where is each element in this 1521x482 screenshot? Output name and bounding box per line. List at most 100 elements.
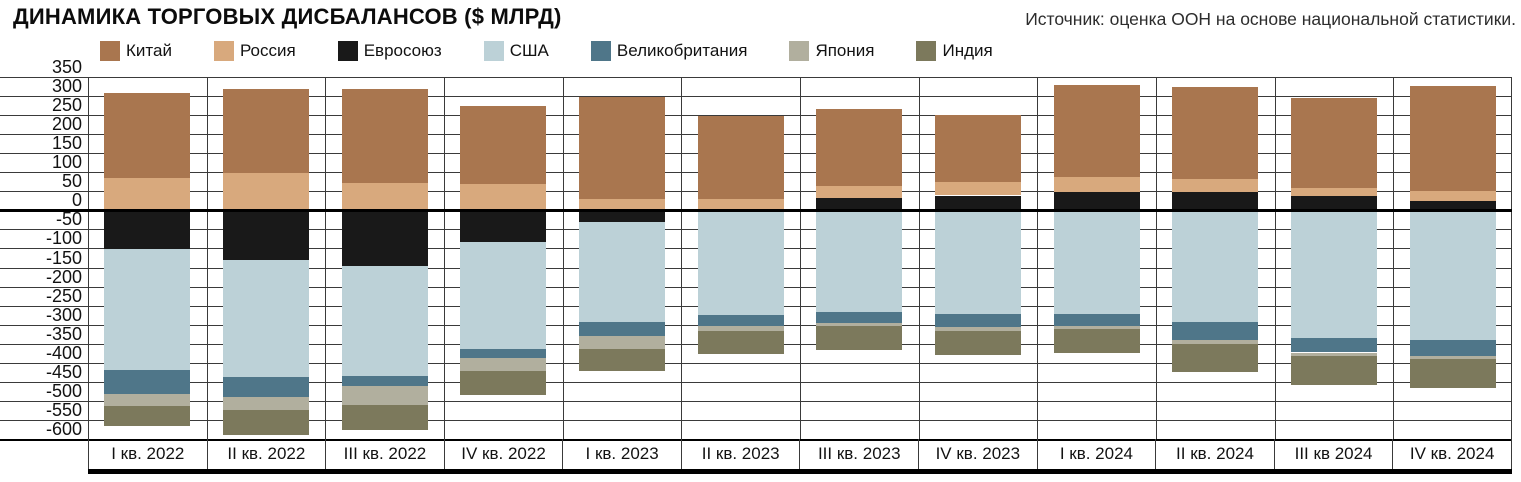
column-separator-6 [800, 77, 801, 439]
bar-segment-eu-q7 [816, 198, 903, 211]
bar-segment-japan-q5 [579, 335, 665, 350]
y-tick-label--550: -550 [45, 399, 82, 420]
bar-segment-china-q10 [1172, 86, 1259, 179]
bar-segment-uk-q7 [816, 312, 903, 324]
bar-segment-uk-q4 [460, 349, 547, 358]
bar-segment-uk-q1 [104, 370, 191, 395]
gridline-300 [0, 96, 1512, 98]
x-tick-cell-1: I кв. 2022 [88, 439, 208, 469]
column-separator-7 [918, 77, 920, 439]
gridline--450 [0, 381, 1512, 383]
y-tick-label--450: -450 [45, 361, 82, 382]
bar-segment-china-q12 [1409, 85, 1496, 191]
bar-segment-usa-q11 [1291, 210, 1377, 339]
bar-segment-usa-q3 [341, 266, 428, 376]
y-tick-label--300: -300 [45, 304, 82, 325]
bar-segment-russia-q4 [460, 184, 547, 211]
bar-segment-uk-q10 [1172, 322, 1259, 340]
chart-title: ДИНАМИКА ТОРГОВЫХ ДИСБАЛАНСОВ ($ МЛРД) [13, 4, 562, 29]
x-tick-cell-10: II кв. 2024 [1156, 439, 1275, 469]
column-separator-3 [444, 77, 445, 439]
x-tick-cell-7: III кв. 2023 [800, 439, 920, 469]
y-tick-label--250: -250 [45, 285, 82, 306]
legend-swatch-uk [590, 41, 611, 61]
column-separator-4 [562, 77, 564, 439]
bar-segment-japan-q9 [1053, 325, 1140, 329]
column-separator-11 [1393, 77, 1395, 439]
bar-segment-uk-q12 [1409, 339, 1496, 356]
legend-label-china: Китай [126, 41, 172, 60]
bar-segment-uk-q2 [223, 376, 309, 398]
bar-segment-japan-q11 [1291, 352, 1377, 356]
bar-segment-eu-q5 [579, 210, 665, 223]
bar-segment-uk-q9 [1053, 314, 1140, 326]
bar-segment-india-q9 [1053, 328, 1140, 353]
bar-segment-eu-q1 [104, 210, 191, 249]
gridline--400 [0, 362, 1512, 364]
y-tick-label-0: 0 [71, 190, 82, 211]
column-separator-12 [1511, 77, 1512, 439]
bar-segment-russia-q9 [1053, 176, 1140, 193]
column-separator-2 [325, 77, 327, 439]
bar-segment-eu-q9 [1053, 192, 1140, 211]
bar-segment-eu-q12 [1409, 201, 1496, 211]
bar-segment-usa-q8 [935, 210, 1021, 315]
column-separator-5 [681, 77, 683, 439]
legend-swatch-eu [337, 41, 358, 61]
gridline-250 [0, 115, 1512, 117]
bar-segment-china-q8 [935, 115, 1021, 183]
bar-segment-russia-q10 [1172, 178, 1259, 193]
bar-segment-eu-q4 [460, 210, 547, 243]
x-tick-cell-5: I кв. 2023 [563, 439, 682, 469]
bar-segment-russia-q2 [223, 172, 309, 211]
column-separator-9 [1156, 77, 1157, 439]
legend: Китай Россия Евросоюз США Великобритания Япон… [100, 41, 993, 61]
bar-segment-japan-q4 [460, 357, 547, 371]
bar-segment-eu-q11 [1291, 195, 1377, 211]
y-tick-label-150: 150 [51, 133, 82, 154]
bar-segment-russia-q8 [935, 182, 1021, 196]
bar-segment-usa-q2 [223, 259, 309, 377]
y-tick-label-50: 50 [61, 171, 82, 192]
bar-segment-japan-q3 [341, 385, 428, 406]
bar-segment-india-q7 [816, 326, 903, 350]
bar-segment-india-q5 [579, 349, 665, 372]
gridline--500 [0, 400, 1512, 402]
zero-axis-line [0, 209, 1512, 213]
bar-segment-china-q2 [223, 88, 309, 173]
bar-segment-usa-q4 [460, 242, 547, 350]
bar-segment-china-q5 [579, 97, 665, 199]
bar-segment-india-q1 [104, 405, 191, 427]
y-tick-label-350: 350 [51, 57, 82, 77]
legend-item-japan: Япония [789, 41, 874, 61]
bar-segment-japan-q12 [1409, 355, 1496, 359]
legend-swatch-japan [789, 41, 810, 61]
bar-segment-russia-q12 [1409, 190, 1496, 202]
legend-swatch-india [916, 41, 937, 61]
legend-item-china: Китай [100, 41, 172, 61]
bar-segment-china-q4 [460, 105, 547, 185]
column-separator-1 [206, 77, 208, 439]
bar-segment-india-q12 [1409, 358, 1496, 388]
bar-segment-japan-q8 [935, 326, 1021, 331]
legend-swatch-china [100, 41, 120, 61]
bar-segment-india-q2 [223, 410, 309, 435]
bar-segment-china-q7 [816, 109, 903, 187]
bar-segment-japan-q6 [697, 325, 784, 331]
bar-segment-india-q8 [935, 330, 1021, 356]
y-tick-label-200: 200 [51, 114, 82, 135]
x-axis-row: I кв. 2022 II кв. 2022 III кв. 2022 IV кв. … [88, 439, 1512, 474]
legend-swatch-russia [213, 41, 234, 61]
y-tick-label-300: 300 [51, 76, 82, 97]
bar-segment-usa-q7 [816, 210, 903, 313]
y-tick-label--100: -100 [45, 228, 82, 249]
column-separator-0 [88, 77, 89, 439]
bar-segment-russia-q5 [579, 198, 665, 211]
x-tick-cell-2: II кв. 2022 [208, 439, 327, 469]
bar-segment-usa-q12 [1409, 210, 1496, 340]
y-tick-label--350: -350 [45, 323, 82, 344]
y-tick-label--50: -50 [55, 209, 82, 230]
bar-segment-usa-q9 [1053, 210, 1140, 314]
bar-segment-uk-q6 [697, 315, 784, 326]
